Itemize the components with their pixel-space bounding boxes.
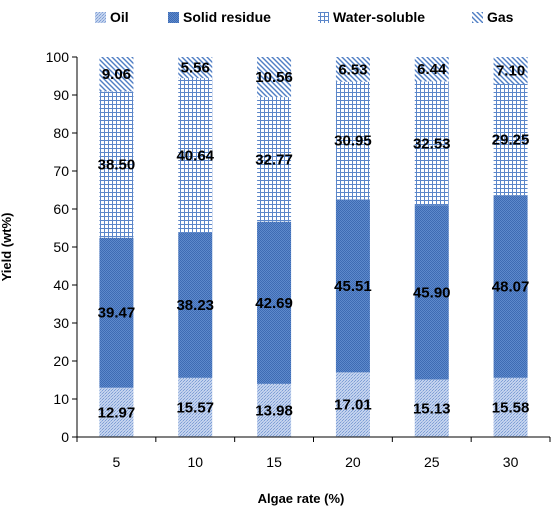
- y-tick-label-0: 0: [61, 429, 69, 445]
- bar-oil-20: [335, 372, 370, 437]
- bar-gas-30: [493, 57, 528, 84]
- data-label-gas-10: 5.56: [181, 60, 210, 77]
- bars-group: [99, 57, 528, 437]
- legend-swatch-gas: [472, 12, 483, 23]
- y-tick-label-80: 80: [53, 125, 69, 141]
- data-label-gas-5: 9.06: [102, 66, 131, 83]
- y-tick-label-40: 40: [53, 277, 69, 293]
- bar-solid-residue-15: [257, 221, 292, 384]
- data-label-solid-residue-20: 45.51: [334, 278, 372, 295]
- x-tick-label-25: 25: [424, 454, 440, 470]
- y-tick-label-50: 50: [53, 239, 69, 255]
- data-label-gas-30: 7.10: [496, 62, 525, 79]
- bar-water-soluble-30: [493, 83, 528, 196]
- x-tick-label-30: 30: [503, 454, 519, 470]
- legend: Oil Solid residue Water-soluble Gas: [95, 9, 514, 25]
- data-label-solid-residue-5: 39.47: [98, 305, 136, 322]
- bar-oil-5: [99, 387, 134, 437]
- legend-label-oil: Oil: [110, 9, 129, 25]
- bar-oil-15: [257, 383, 292, 437]
- bar-gas-25: [414, 57, 449, 82]
- y-tick-label-20: 20: [53, 353, 69, 369]
- y-tick-label-60: 60: [53, 201, 69, 217]
- data-label-water-soluble-30: 29.25: [492, 132, 530, 149]
- bar-solid-residue-25: [414, 205, 449, 380]
- legend-label-gas: Gas: [487, 9, 514, 25]
- data-label-solid-residue-25: 45.90: [413, 284, 451, 301]
- x-axis-title: Algae rate (%): [258, 491, 345, 506]
- bar-gas-10: [178, 57, 213, 79]
- bar-water-soluble-15: [257, 97, 292, 222]
- legend-swatch-water-soluble: [318, 12, 329, 23]
- data-label-water-soluble-25: 32.53: [413, 135, 451, 152]
- data-label-oil-25: 15.13: [413, 400, 451, 417]
- bar-solid-residue-30: [493, 195, 528, 378]
- x-tick-label-20: 20: [345, 454, 361, 470]
- bar-gas-20: [335, 57, 370, 82]
- data-label-gas-20: 6.53: [338, 61, 367, 78]
- bar-water-soluble-10: [178, 78, 213, 233]
- y-tick-label-100: 100: [46, 49, 70, 65]
- bar-oil-10: [178, 377, 213, 437]
- bar-water-soluble-5: [99, 91, 134, 238]
- data-label-solid-residue-15: 42.69: [255, 295, 293, 312]
- legend-swatch-oil: [95, 12, 106, 23]
- data-label-solid-residue-30: 48.07: [492, 278, 530, 295]
- x-tick-label-5: 5: [113, 454, 121, 470]
- x-tick-label-15: 15: [266, 454, 282, 470]
- y-tick-label-10: 10: [53, 391, 69, 407]
- data-label-water-soluble-10: 40.64: [176, 147, 214, 164]
- data-labels-group: 12.97 39.47 38.50 9.06 15.57 38.23 40.64 5.56 13…: [98, 60, 530, 422]
- data-label-oil-20: 17.01: [334, 397, 372, 414]
- x-tick-label-10: 10: [187, 454, 203, 470]
- bar-gas-15: [257, 57, 292, 98]
- data-label-water-soluble-5: 38.50: [98, 157, 136, 174]
- bar-solid-residue-20: [335, 199, 370, 373]
- y-axis-title: Yield (wt%): [0, 213, 14, 282]
- legend-swatch-solid-residue: [168, 12, 179, 23]
- bar-gas-5: [99, 57, 134, 92]
- bar-solid-residue-5: [99, 237, 134, 388]
- bar-water-soluble-25: [414, 81, 449, 206]
- data-label-oil-15: 13.98: [255, 402, 293, 419]
- data-label-solid-residue-10: 38.23: [176, 297, 214, 314]
- y-tick-label-90: 90: [53, 87, 69, 103]
- y-tick-label-30: 30: [53, 315, 69, 331]
- bar-oil-30: [493, 377, 528, 437]
- data-label-gas-15: 10.56: [255, 69, 293, 86]
- data-label-water-soluble-20: 30.95: [334, 133, 372, 150]
- y-tick-label-70: 70: [53, 163, 69, 179]
- legend-label-water-soluble: Water-soluble: [333, 9, 425, 25]
- axes-group: 0 10 20 30 40 50 60 70 80 90 100 5 10 15 20 25 30: [46, 49, 551, 470]
- bar-oil-25: [414, 379, 449, 437]
- data-label-oil-5: 12.97: [98, 404, 136, 421]
- data-label-gas-25: 6.44: [417, 61, 447, 78]
- bar-solid-residue-10: [178, 232, 213, 378]
- data-label-oil-30: 15.58: [492, 399, 530, 416]
- data-label-water-soluble-15: 32.77: [255, 151, 293, 168]
- data-label-oil-10: 15.57: [176, 399, 214, 416]
- legend-label-solid-residue: Solid residue: [183, 9, 271, 25]
- bar-water-soluble-20: [335, 81, 370, 200]
